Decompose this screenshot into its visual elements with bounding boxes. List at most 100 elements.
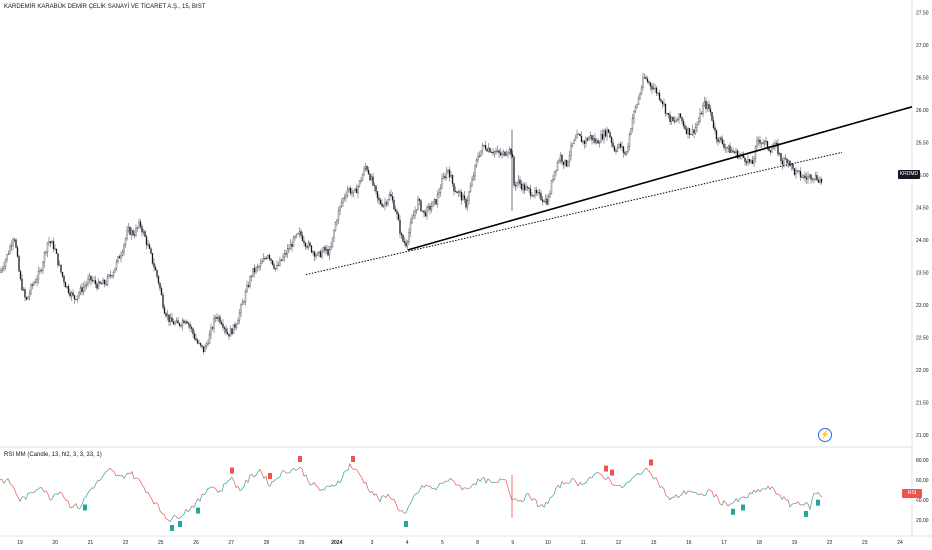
rsi-segment: [369, 490, 373, 493]
candle-body: [69, 292, 71, 297]
price-tag-symbol: KRDMD: [899, 171, 919, 177]
rsi-segment: [169, 518, 173, 522]
candle-body: [391, 196, 394, 201]
candle-body: [663, 103, 665, 105]
candle-body: [370, 176, 373, 181]
candle-body: [39, 270, 41, 272]
rsi-segment: [435, 486, 439, 491]
rsi-segment: [367, 488, 371, 493]
candle-body: [534, 190, 536, 196]
rsi-segment: [143, 487, 147, 493]
candle-body: [751, 160, 754, 164]
rsi-segment: [797, 501, 801, 506]
candle-body: [30, 284, 32, 294]
rsi-segment: [745, 496, 749, 499]
rsi-segment: [709, 489, 713, 492]
rsi-segment: [241, 486, 245, 490]
rsi-segment: [107, 467, 111, 471]
price-tick-label: 21.50: [916, 401, 929, 407]
candle-body: [486, 148, 488, 152]
sell-signal-marker: [230, 467, 234, 474]
rsi-segment: [255, 471, 259, 476]
candle-body: [499, 152, 502, 156]
candle-body: [424, 212, 427, 217]
rsi-segment: [109, 467, 113, 471]
candle-body: [532, 195, 535, 197]
rsi-segment: [325, 485, 329, 488]
candle-body: [520, 183, 523, 190]
candle-body: [154, 267, 157, 271]
time-tick-label: 11: [581, 540, 586, 546]
rsi-segment: [97, 479, 101, 481]
candle-body: [138, 221, 140, 228]
rsi-segment: [13, 487, 17, 494]
rsi-segment: [653, 477, 657, 480]
time-tick-label: 26: [193, 540, 199, 546]
candle-body: [522, 184, 524, 190]
rsi-segment: [205, 488, 209, 493]
candle-body: [55, 249, 58, 254]
candle-body: [556, 162, 559, 171]
rsi-segment: [335, 480, 339, 486]
candle-body: [397, 213, 400, 221]
candle-body: [448, 169, 451, 178]
candle-body: [670, 116, 673, 122]
candle-body: [67, 286, 70, 293]
candle-body: [588, 137, 590, 141]
candle-body: [819, 178, 821, 183]
rsi-segment: [669, 497, 673, 501]
candle-body: [180, 325, 182, 327]
candle-body: [190, 327, 193, 329]
rsi-segment: [253, 474, 257, 478]
candle-body: [150, 248, 152, 254]
candle-body: [433, 199, 436, 202]
sell-signal-marker: [298, 456, 302, 462]
candle-body: [96, 283, 98, 289]
rsi-segment: [257, 469, 261, 473]
candle-body: [465, 199, 467, 208]
candle-body: [223, 327, 226, 329]
rsi-segment: [627, 481, 631, 483]
candle-body: [762, 142, 764, 144]
candle-body: [277, 264, 280, 266]
rsi-segment: [569, 478, 573, 483]
price-tick-label: 25.50: [916, 141, 929, 147]
candle-body: [787, 160, 790, 164]
candle-body: [268, 254, 271, 259]
rsi-segment: [411, 495, 415, 501]
rsi-segment: [341, 472, 345, 480]
candle-body: [456, 191, 458, 194]
candle-body: [559, 155, 562, 161]
candle-body: [79, 287, 82, 294]
candle-body: [786, 159, 788, 164]
candle-body: [648, 81, 650, 83]
candle-body: [538, 192, 541, 194]
rsi-segment: [717, 498, 721, 504]
candle-body: [708, 104, 710, 109]
candle-body: [447, 169, 449, 172]
candle-body: [694, 127, 697, 134]
rsi-tag-value: 44.42: [905, 499, 919, 505]
rsi-segment: [189, 505, 193, 510]
rsi-segment: [385, 493, 389, 498]
rsi-segment: [587, 477, 591, 480]
candle-body: [139, 221, 142, 227]
candle-body: [642, 77, 644, 89]
candle-body: [712, 120, 715, 128]
candle-body: [225, 328, 227, 333]
candle-body: [483, 144, 485, 146]
candle-body: [364, 166, 367, 169]
candle-body: [549, 193, 551, 197]
rsi-segment: [215, 489, 219, 493]
rsi-segment: [263, 475, 267, 479]
candle-body: [594, 138, 596, 143]
candle-body: [633, 110, 635, 119]
rsi-segment: [221, 483, 225, 492]
lightning-icon[interactable]: ⚡: [818, 428, 832, 442]
candle-body: [780, 153, 782, 161]
rsi-segment: [125, 472, 129, 476]
time-tick-label: 28: [264, 540, 270, 546]
rsi-segment: [127, 472, 131, 475]
rsi-segment: [73, 503, 77, 507]
